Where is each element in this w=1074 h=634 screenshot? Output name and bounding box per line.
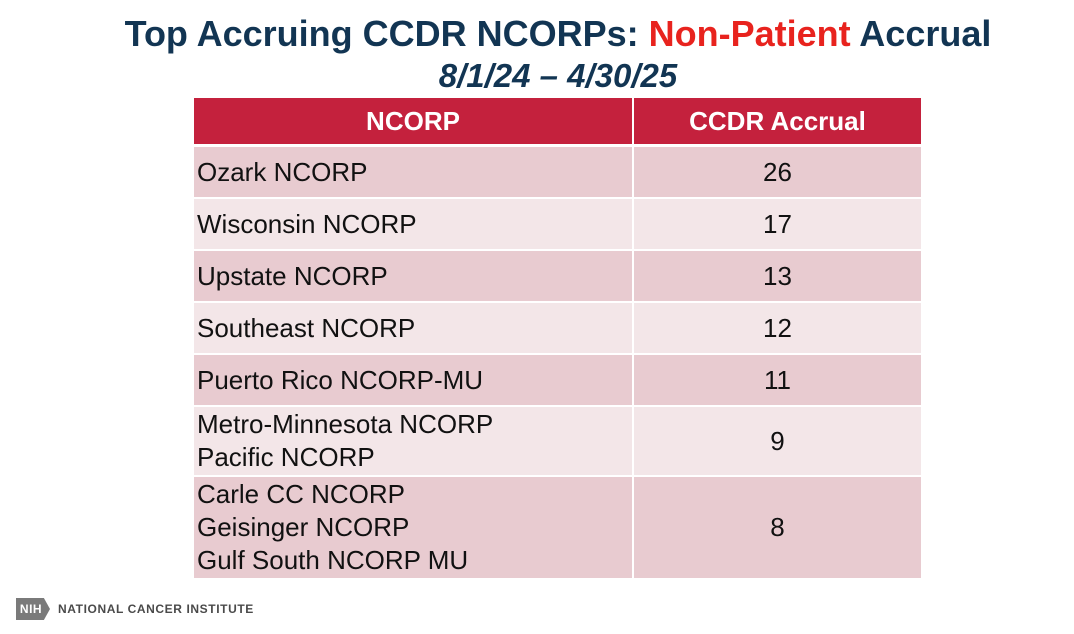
ncorp-name: Puerto Rico NCORP-MU [197, 364, 484, 395]
ncorp-name: Metro-Minnesota NCORP [197, 409, 494, 439]
table-row: Metro-Minnesota NCORP Pacific NCORP 9 [194, 406, 921, 477]
column-header-ncorp: NCORP [194, 98, 634, 147]
column-header-ccdr-accrual: CCDR Accrual [633, 98, 921, 147]
ncorp-name-cell: Puerto Rico NCORP-MU [194, 354, 634, 407]
ncorp-name-cell: Upstate NCORP [194, 250, 634, 303]
accrual-value: 8 [633, 476, 921, 580]
table-row: Southeast NCORP 12 [194, 302, 921, 355]
slide-subtitle: 8/1/24 – 4/30/25 [438, 57, 678, 94]
nih-logo-icon: NIH [16, 598, 50, 620]
title-highlight: Non-Patient [648, 13, 851, 54]
footer-branding: NIH NATIONAL CANCER INSTITUTE [16, 597, 254, 621]
ncorp-name: Wisconsin NCORP [197, 208, 417, 239]
accrual-table: NCORP CCDR Accrual Ozark NCORP 26 Wiscon… [194, 98, 921, 580]
title-part-1: Top Accruing CCDR NCORPs: [124, 13, 649, 54]
accrual-value: 12 [633, 302, 921, 355]
table-header-row: NCORP CCDR Accrual [194, 98, 921, 147]
accrual-value: 13 [633, 250, 921, 303]
accrual-value: 11 [633, 354, 921, 407]
table-row: Carle CC NCORP Geisinger NCORP Gulf Sout… [194, 476, 921, 580]
table-row: Ozark NCORP 26 [194, 145, 921, 199]
ncorp-name: Ozark NCORP [197, 156, 368, 187]
ncorp-name: Pacific NCORP [197, 442, 375, 472]
accrual-value: 17 [633, 198, 921, 251]
ncorp-name: Gulf South NCORP MU [197, 545, 469, 575]
table-row: Puerto Rico NCORP-MU 11 [194, 354, 921, 407]
table-row: Upstate NCORP 13 [194, 250, 921, 303]
ncorp-name: Carle CC NCORP [197, 479, 406, 509]
accrual-value: 26 [633, 145, 921, 199]
accrual-value: 9 [633, 406, 921, 477]
ncorp-name-cell: Wisconsin NCORP [194, 198, 634, 251]
table-row: Wisconsin NCORP 17 [194, 198, 921, 251]
title-part-2: Accrual [850, 13, 992, 54]
ncorp-name: Southeast NCORP [197, 312, 416, 343]
ncorp-name-cell: Metro-Minnesota NCORP Pacific NCORP [194, 406, 634, 477]
ncorp-name-cell: Ozark NCORP [194, 145, 634, 199]
ncorp-name-cell: Carle CC NCORP Geisinger NCORP Gulf Sout… [194, 476, 634, 580]
slide-title: Top Accruing CCDR NCORPs: Non-Patient Ac… [0, 12, 1074, 56]
ncorp-name: Upstate NCORP [197, 260, 388, 291]
ncorp-name-cell: Southeast NCORP [194, 302, 634, 355]
organization-name: NATIONAL CANCER INSTITUTE [58, 602, 254, 616]
ncorp-name: Geisinger NCORP [197, 512, 410, 542]
